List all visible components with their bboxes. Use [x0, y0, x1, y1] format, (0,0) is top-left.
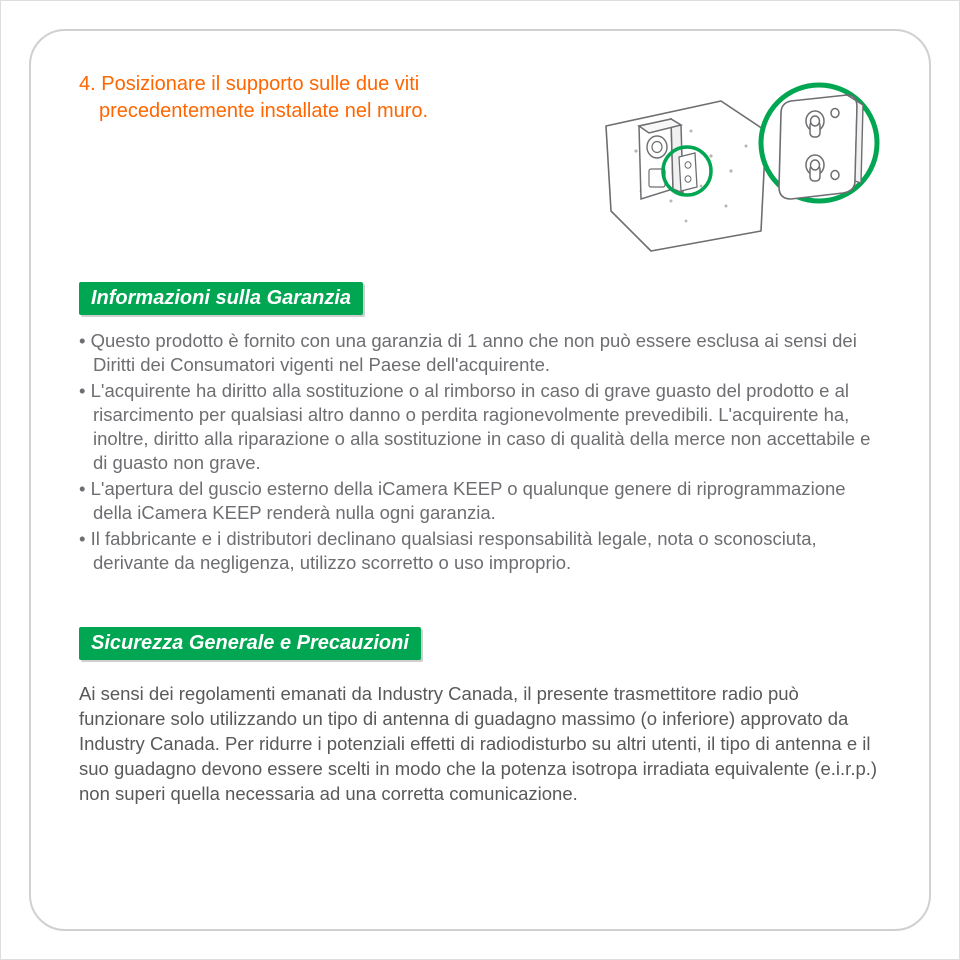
mounting-illustration: [581, 71, 881, 256]
warranty-item: L'apertura del guscio esterno della iCam…: [79, 477, 881, 525]
warranty-item: Il fabbricante e i distributori declinan…: [79, 527, 881, 575]
page: 4. Posizionare il supporto sulle due vit…: [0, 0, 960, 960]
warranty-item: Questo prodotto è fornito con una garanz…: [79, 329, 881, 377]
warranty-bullets: Questo prodotto è fornito con una garanz…: [79, 329, 881, 575]
warranty-heading: Informazioni sulla Garanzia: [79, 282, 363, 315]
step-line-2: precedentemente installate nel muro.: [79, 98, 561, 125]
step-4-text: 4. Posizionare il supporto sulle due vit…: [79, 71, 561, 125]
safety-body: Ai sensi dei regolamenti emanati da Indu…: [79, 682, 881, 807]
step-row: 4. Posizionare il supporto sulle due vit…: [79, 71, 881, 256]
warranty-item: L'acquirente ha diritto alla sostituzion…: [79, 379, 881, 475]
step-number: 4.: [79, 73, 96, 95]
step-line-1: Posizionare il supporto sulle due viti: [101, 73, 419, 95]
safety-heading: Sicurezza Generale e Precauzioni: [79, 627, 421, 660]
content-frame: 4. Posizionare il supporto sulle due vit…: [29, 29, 931, 931]
